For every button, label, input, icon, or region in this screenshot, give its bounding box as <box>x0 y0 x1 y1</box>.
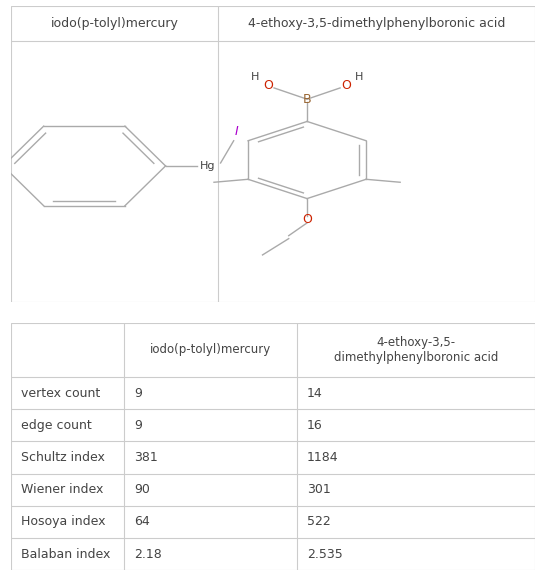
Text: 1184: 1184 <box>307 451 339 464</box>
Text: iodo(p-tolyl)mercury: iodo(p-tolyl)mercury <box>150 343 271 357</box>
Text: 64: 64 <box>134 516 150 528</box>
Text: 2.535: 2.535 <box>307 548 343 560</box>
Text: B: B <box>303 93 311 106</box>
Text: 301: 301 <box>307 483 331 497</box>
Text: O: O <box>302 213 312 226</box>
Text: 4-ethoxy-3,5-dimethylphenylboronic acid: 4-ethoxy-3,5-dimethylphenylboronic acid <box>248 17 505 30</box>
Text: H: H <box>355 72 364 82</box>
Text: 90: 90 <box>134 483 150 497</box>
Text: 2.18: 2.18 <box>134 548 162 560</box>
Text: 381: 381 <box>134 451 158 464</box>
Text: I: I <box>234 125 238 138</box>
Text: H: H <box>251 72 259 82</box>
Text: 14: 14 <box>307 386 323 400</box>
Text: 16: 16 <box>307 419 323 432</box>
Text: 4-ethoxy-3,5-
dimethylphenylboronic acid: 4-ethoxy-3,5- dimethylphenylboronic acid <box>334 336 498 364</box>
Text: Hg: Hg <box>200 161 215 171</box>
Text: edge count: edge count <box>21 419 92 432</box>
Text: Balaban index: Balaban index <box>21 548 111 560</box>
Text: O: O <box>341 79 351 92</box>
Text: vertex count: vertex count <box>21 386 100 400</box>
Text: Schultz index: Schultz index <box>21 451 105 464</box>
Text: Wiener index: Wiener index <box>21 483 104 497</box>
Text: iodo(p-tolyl)mercury: iodo(p-tolyl)mercury <box>50 17 179 30</box>
Text: 9: 9 <box>134 386 142 400</box>
Text: 522: 522 <box>307 516 331 528</box>
Text: O: O <box>263 79 272 92</box>
Text: Hosoya index: Hosoya index <box>21 516 106 528</box>
Text: 9: 9 <box>134 419 142 432</box>
